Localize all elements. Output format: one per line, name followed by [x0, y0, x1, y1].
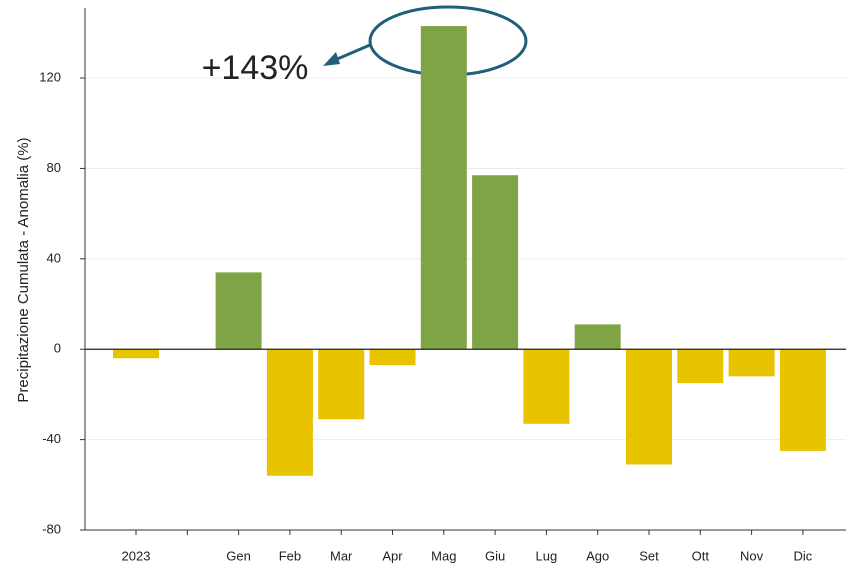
x-tick-label: Mag [431, 548, 456, 563]
bar [420, 26, 467, 350]
x-tick-label: Apr [382, 548, 403, 563]
y-tick-label: 80 [47, 160, 61, 175]
arrow-head [323, 52, 340, 66]
bar [574, 324, 621, 350]
y-tick-label: 40 [47, 250, 61, 265]
y-axis-label: Precipitazione Cumulata - Anomalia (%) [15, 137, 32, 402]
x-tick-label: Dic [794, 548, 813, 563]
x-tick-label: Ago [586, 548, 609, 563]
annotation-arrow [334, 43, 371, 62]
y-tick-label: -80 [42, 521, 61, 536]
annotation: +143% [202, 49, 309, 87]
bar [677, 349, 724, 384]
bar [728, 349, 775, 377]
x-tick-label: 2023 [122, 548, 151, 563]
bar [626, 349, 672, 465]
x-tick-label: Gen [226, 548, 251, 563]
x-tick-label: Mar [330, 548, 353, 563]
y-tick-label: 120 [39, 69, 61, 84]
bar [215, 272, 262, 350]
x-tick-label: Set [639, 548, 659, 563]
x-tick-label: Ott [692, 548, 710, 563]
bar [369, 349, 416, 366]
bar [266, 349, 313, 476]
bar [472, 175, 519, 350]
bar [113, 349, 159, 359]
bar [523, 349, 570, 424]
x-tick-label: Giu [485, 548, 505, 563]
x-tick-label: Nov [740, 548, 764, 563]
bar [318, 349, 365, 420]
bar [779, 349, 826, 451]
x-tick-label: Feb [279, 548, 301, 563]
y-tick-label: -40 [42, 431, 61, 446]
x-tick-label: Lug [536, 548, 558, 563]
y-tick-label: 0 [54, 341, 61, 356]
